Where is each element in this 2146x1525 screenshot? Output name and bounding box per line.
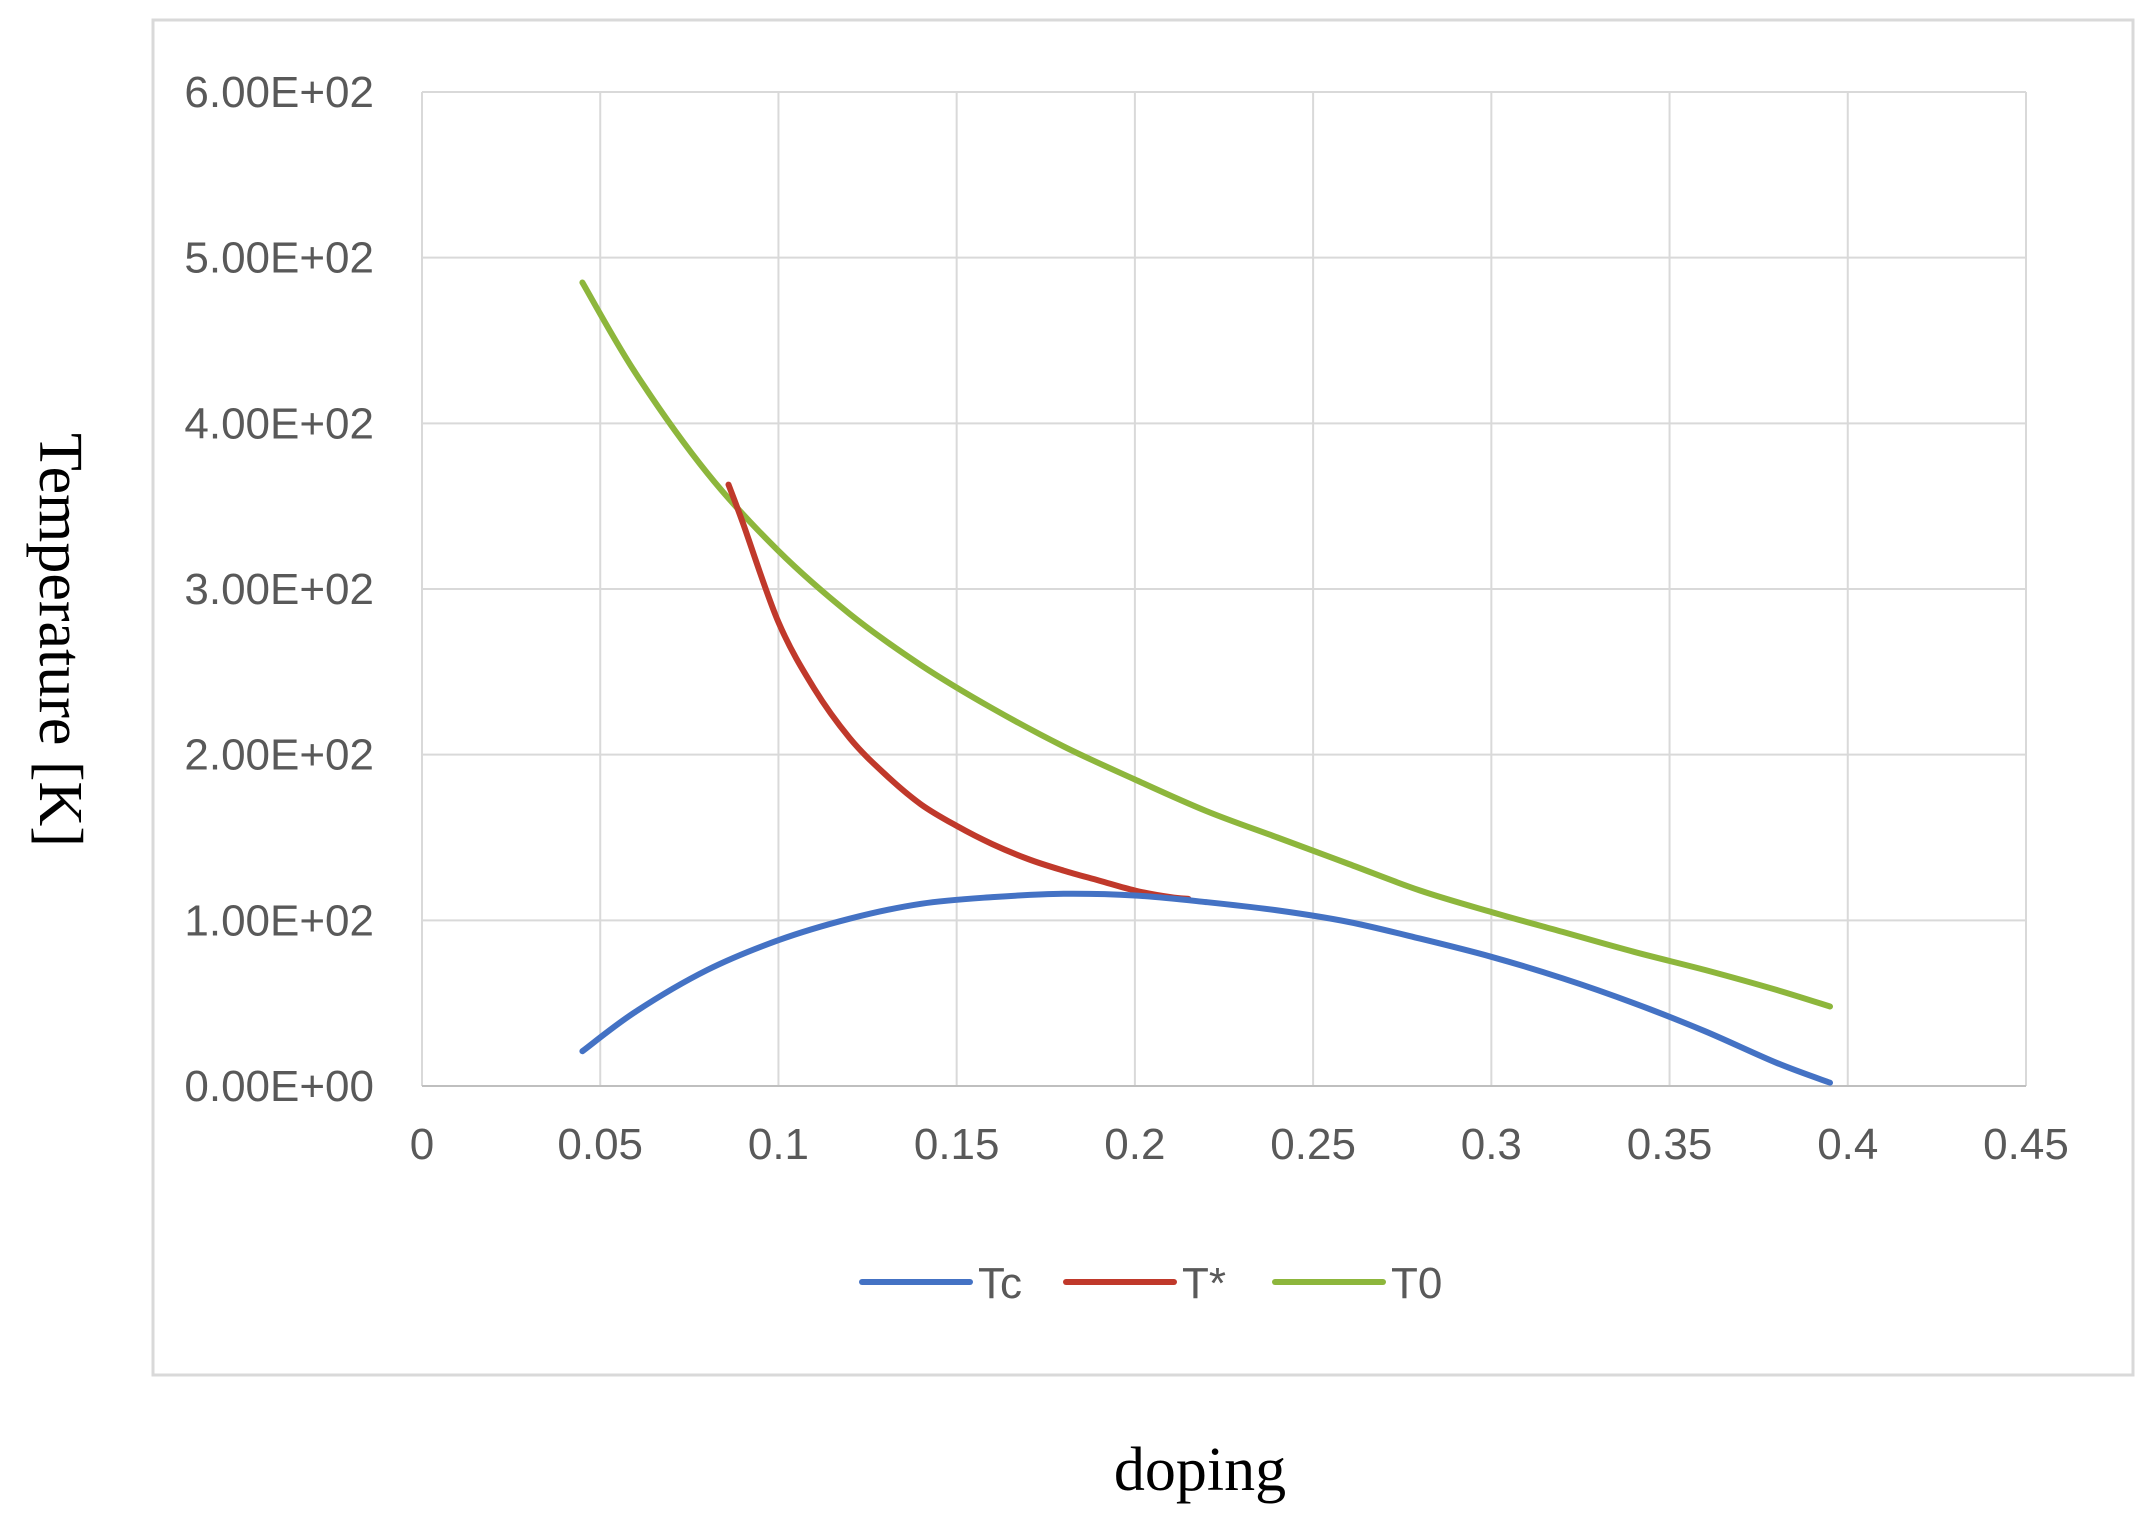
y-tick-label: 1.00E+02 [184,896,374,945]
x-axis-title: doping [1114,1436,1286,1504]
x-tick-label: 0.2 [1104,1120,1165,1169]
x-tick-label: 0.25 [1270,1120,1356,1169]
y-tick-label: 5.00E+02 [184,234,374,283]
series-line-tstar [725,481,1192,902]
x-tick-label: 0.4 [1817,1120,1878,1169]
x-tick-label: 0.45 [1983,1120,2069,1169]
legend-label: T* [1182,1259,1226,1308]
y-tick-label: 2.00E+02 [184,731,374,780]
grid [421,91,2027,1087]
x-tick-label: 0.3 [1461,1120,1522,1169]
series-lines [579,279,1833,1086]
legend-label: Tc [978,1259,1022,1308]
legend: Tc T* T0 [859,1259,1442,1308]
x-tick-label: 0 [410,1120,434,1169]
series-line-tc [579,890,1833,1086]
y-tick-label: 4.00E+02 [184,399,374,448]
y-tick-label: 3.00E+02 [184,565,374,614]
legend-label: T0 [1391,1259,1442,1308]
tick-labels: 0 0.05 0.1 0.15 0.2 0.25 0.3 0.35 0.4 0.45 0.00E+0… [184,68,2068,1169]
x-tick-label: 0.35 [1627,1120,1713,1169]
y-tick-label: 6.00E+02 [184,68,374,117]
chart-frame [151,18,2135,1377]
x-tick-label: 0.1 [748,1120,809,1169]
series-line-t0 [579,279,1833,1010]
x-tick-label: 0.05 [557,1120,643,1169]
x-tick-label: 0.15 [914,1120,1000,1169]
y-axis-title: Temperature [K] [26,433,94,847]
y-tick-label: 0.00E+00 [184,1062,374,1111]
